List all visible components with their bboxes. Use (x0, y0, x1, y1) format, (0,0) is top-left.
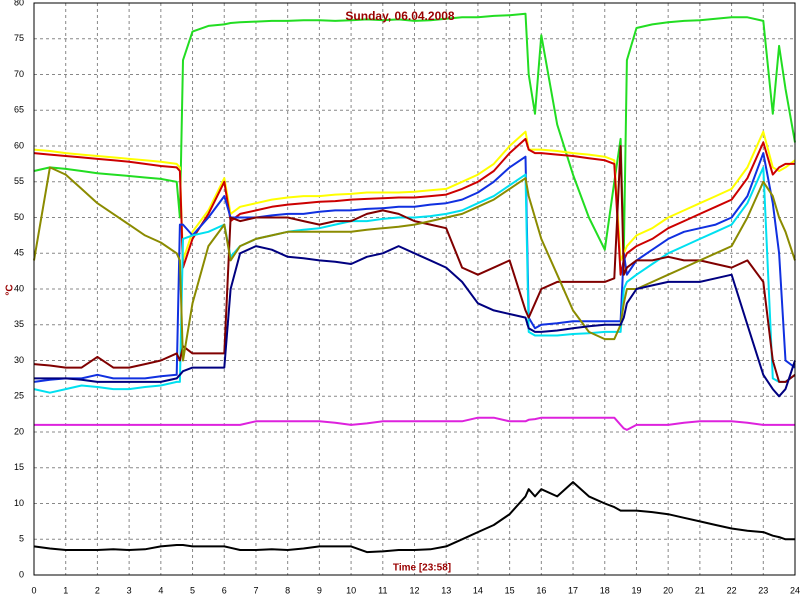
series-line (33, 481, 795, 554)
series-line (34, 245, 796, 398)
x-tick-label: 9 (317, 585, 322, 595)
series-line (33, 12, 796, 255)
series-line (33, 152, 796, 383)
y-tick-label: 35 (14, 319, 24, 329)
x-tick-label: 18 (600, 585, 610, 595)
y-tick-label: 75 (14, 33, 24, 43)
y-tick-label: 70 (14, 69, 24, 79)
x-tick-label: 4 (158, 585, 163, 595)
x-tick-label: 3 (127, 585, 132, 595)
x-tick-label: 20 (663, 585, 673, 595)
y-tick-label: 0 (19, 569, 24, 579)
y-tick-label: 10 (14, 498, 24, 508)
x-tick-label: 1 (63, 585, 68, 595)
x-tick-label: 6 (222, 585, 227, 595)
x-tick-label: 12 (409, 585, 419, 595)
y-tick-label: 30 (14, 355, 24, 365)
x-tick-label: 15 (505, 585, 515, 595)
y-tick-label: 80 (14, 0, 24, 7)
x-tick-label: 7 (253, 585, 258, 595)
x-axis-label: Time [23:58] (393, 563, 451, 574)
x-tick-label: 24 (790, 585, 800, 595)
series-line (33, 166, 796, 394)
series-line (33, 137, 795, 276)
y-tick-label: 15 (14, 462, 24, 472)
x-tick-label: 22 (727, 585, 737, 595)
y-tick-label: 65 (14, 105, 24, 115)
series-line (34, 416, 795, 431)
y-tick-label: 25 (14, 391, 24, 401)
x-tick-label: 13 (441, 585, 451, 595)
y-tick-label: 45 (14, 248, 24, 258)
y-axis-label: °C (5, 284, 16, 295)
x-tick-label: 2 (95, 585, 100, 595)
x-tick-label: 11 (378, 585, 387, 595)
x-tick-label: 17 (568, 585, 578, 595)
y-tick-label: 50 (14, 212, 24, 222)
y-tick-label: 40 (14, 283, 24, 293)
x-tick-label: 8 (285, 585, 290, 595)
x-tick-label: 23 (758, 585, 768, 595)
y-tick-label: 60 (14, 140, 24, 150)
series-line (33, 130, 796, 262)
y-tick-label: 20 (14, 426, 24, 436)
x-tick-label: 5 (190, 585, 195, 595)
x-tick-label: 0 (31, 585, 36, 595)
y-tick-label: 55 (14, 176, 24, 186)
chart-title: Sunday, 06.04.2008 (345, 9, 455, 23)
series-line (33, 145, 796, 383)
x-tick-label: 16 (536, 585, 546, 595)
x-tick-label: 10 (346, 585, 356, 595)
y-tick-label: 5 (19, 534, 24, 544)
plot (33, 12, 796, 554)
x-tick-label: 19 (631, 585, 641, 595)
series-line (33, 166, 796, 362)
plot-frame (33, 2, 796, 576)
x-tick-label: 21 (695, 585, 705, 595)
x-tick-label: 14 (473, 585, 483, 595)
